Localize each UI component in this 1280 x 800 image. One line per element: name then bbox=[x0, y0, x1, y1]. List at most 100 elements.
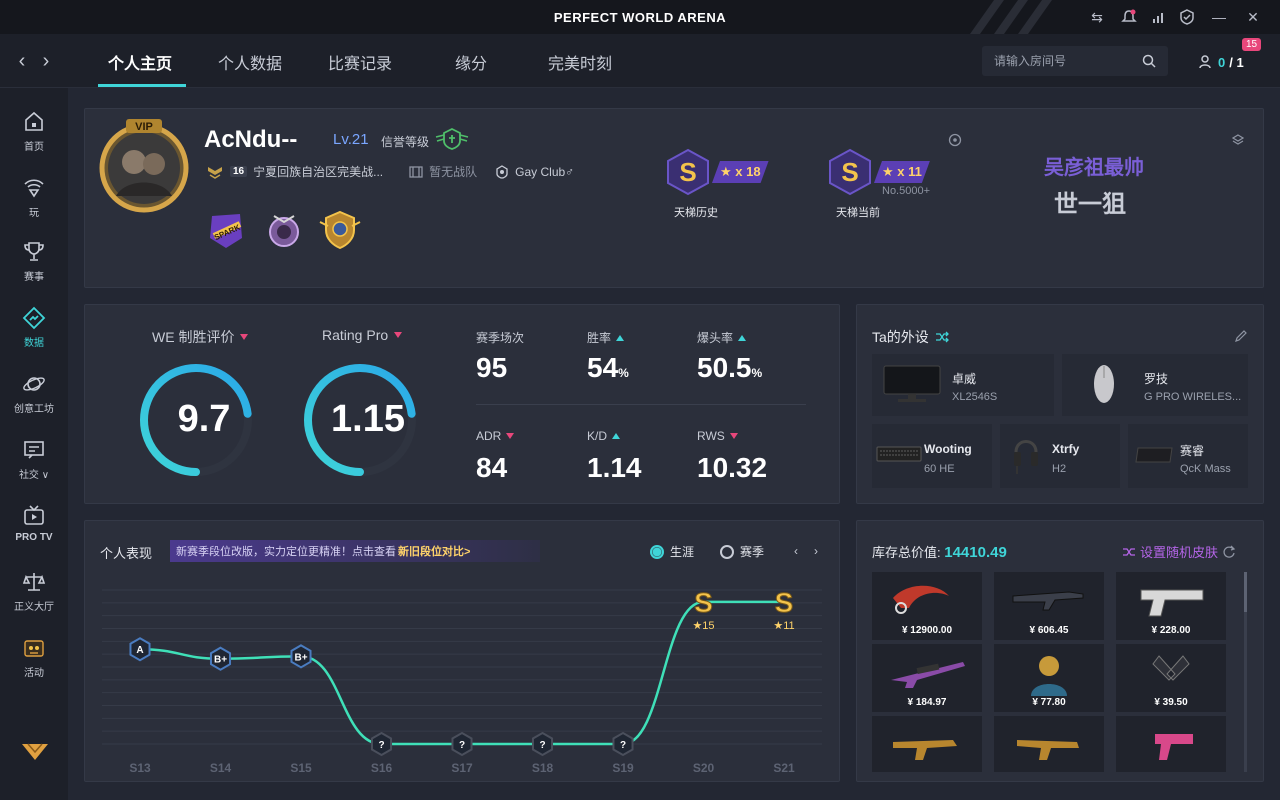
sidebar-item-workshop[interactable]: 创意工坊 bbox=[0, 372, 68, 415]
svg-text:VIP: VIP bbox=[135, 121, 153, 133]
inventory-item[interactable]: ¥ 184.97 bbox=[872, 644, 982, 712]
win-rate-number: 54 bbox=[587, 352, 619, 383]
medal-shield-icon[interactable] bbox=[318, 208, 362, 252]
medal-spark-icon[interactable]: SPARK bbox=[204, 208, 248, 252]
peripheral-brand: 赛睿 bbox=[1180, 444, 1205, 458]
friends-counter[interactable]: 0 / 1 bbox=[1198, 54, 1244, 70]
bell-icon[interactable] bbox=[1118, 6, 1140, 28]
tab-affinity[interactable]: 缘分 bbox=[455, 56, 488, 73]
peripheral-brand: Wooting bbox=[924, 442, 972, 456]
inventory-item[interactable] bbox=[872, 716, 982, 772]
grade-marker[interactable]: B+ bbox=[209, 646, 232, 671]
peripheral-mouse[interactable]: 罗技 G PRO WIRELES... bbox=[1062, 354, 1248, 416]
sidebar-item-events-activity[interactable]: 活动 bbox=[0, 636, 68, 679]
pistol-icon bbox=[1155, 734, 1193, 760]
rank-compare-link[interactable]: 新旧段位对比> bbox=[398, 546, 471, 558]
data-icon bbox=[22, 306, 46, 330]
search-icon[interactable] bbox=[1142, 54, 1156, 68]
grade-marker[interactable]: ? bbox=[370, 731, 393, 757]
refresh-icon[interactable] bbox=[1222, 545, 1236, 559]
inventory-item[interactable]: ¥ 228.00 bbox=[1116, 572, 1226, 640]
inventory-item[interactable]: ¥ 606.45 bbox=[994, 572, 1104, 640]
peripheral-brand: 罗技 bbox=[1144, 372, 1169, 386]
peripheral-brand: 卓威 bbox=[952, 372, 977, 386]
tab-profile[interactable]: 个人主页 bbox=[108, 56, 173, 73]
grade-label: B+ bbox=[214, 655, 227, 666]
sidebar-item-protv[interactable]: PRO TV bbox=[0, 504, 68, 543]
grade-marker[interactable]: ? bbox=[451, 731, 473, 757]
grade-hexagon bbox=[290, 644, 312, 669]
grade-marker[interactable]: S ★15 bbox=[692, 586, 714, 632]
grade-marker[interactable]: S ★11 bbox=[773, 586, 794, 632]
peripheral-monitor[interactable]: 卓威 XL2546S bbox=[872, 354, 1054, 416]
settings-dot-icon[interactable] bbox=[948, 133, 962, 147]
sidebar-item-justice-hall[interactable]: 正义大厅 bbox=[0, 570, 68, 613]
tab-moments[interactable]: 完美时刻 bbox=[548, 56, 613, 73]
room-search-input[interactable] bbox=[982, 46, 1132, 76]
shuffle-icon bbox=[1123, 547, 1135, 556]
radio-season[interactable]: 赛季 bbox=[720, 543, 764, 560]
tab-personal-data[interactable]: 个人数据 bbox=[218, 56, 283, 73]
inventory-item[interactable]: ¥ 39.50 bbox=[1116, 644, 1226, 712]
sidebar-item-data[interactable]: 数据 bbox=[0, 306, 68, 349]
layers-icon[interactable] bbox=[1232, 134, 1244, 146]
ladder-current-label: 天梯当前 bbox=[836, 207, 880, 219]
rank-update-notice[interactable]: 新赛季段位改版，实力定位更精准！点击查看 新旧段位对比> bbox=[170, 540, 540, 562]
edit-icon[interactable] bbox=[1234, 329, 1248, 343]
grade-marker[interactable]: A bbox=[129, 637, 151, 662]
club-label[interactable]: Gay Club♂ bbox=[515, 164, 575, 179]
play-icon bbox=[24, 179, 44, 198]
inventory-item[interactable]: ¥ 12900.00 bbox=[872, 572, 982, 640]
close-icon[interactable]: ✕ bbox=[1247, 8, 1259, 25]
kd-value: 1.14 bbox=[587, 452, 642, 483]
grade-marker[interactable]: B+ bbox=[290, 644, 312, 669]
we-rating-value: 9.7 bbox=[177, 398, 231, 440]
grade-marker[interactable]: ? bbox=[612, 731, 634, 757]
we-rating-title: WE 制胜评价 bbox=[152, 329, 235, 345]
minimize-icon[interactable]: — bbox=[1212, 9, 1226, 25]
stat-title: ADR bbox=[476, 429, 502, 443]
rating-pro-title: Rating Pro bbox=[322, 327, 389, 343]
peripheral-keyboard[interactable]: Wooting 60 HE bbox=[872, 424, 992, 488]
smg-icon bbox=[893, 740, 957, 760]
chart-next-button[interactable]: › bbox=[814, 544, 818, 558]
grade-hexagon bbox=[129, 637, 151, 662]
grade-hexagon bbox=[370, 731, 393, 757]
radio-career[interactable]: 生涯 bbox=[650, 543, 694, 560]
social-icon bbox=[24, 441, 44, 459]
item-price: ¥ 77.80 bbox=[1032, 697, 1066, 708]
we-rating-gauge-arc bbox=[140, 364, 252, 476]
inventory-item[interactable]: ¥ 77.80 bbox=[994, 644, 1104, 712]
notification-badge: 15 bbox=[1242, 38, 1262, 51]
swap-icon[interactable]: ⇆ bbox=[1091, 8, 1103, 25]
avatar[interactable]: VIP bbox=[96, 116, 192, 218]
random-skin-button[interactable]: 设置随机皮肤 bbox=[1122, 542, 1236, 561]
sidebar-item-home[interactable]: 首页 bbox=[0, 110, 68, 153]
inventory-item[interactable] bbox=[1116, 716, 1226, 772]
season-matches-value: 95 bbox=[476, 352, 508, 383]
scrollbar-thumb[interactable] bbox=[1244, 572, 1247, 612]
medal-orb-icon[interactable] bbox=[262, 208, 306, 252]
signal-icon bbox=[1148, 6, 1170, 28]
forward-arrow-icon[interactable]: › bbox=[42, 50, 50, 72]
dualies-icon bbox=[1152, 655, 1190, 681]
tab-match-history[interactable]: 比赛记录 bbox=[328, 56, 393, 73]
chart-prev-button[interactable]: ‹ bbox=[794, 544, 798, 558]
sidebar-item-social[interactable]: 社交 ∨ bbox=[0, 438, 68, 481]
back-arrow-icon[interactable]: ‹ bbox=[18, 50, 26, 72]
shield-check-icon[interactable] bbox=[1176, 6, 1198, 28]
inventory-scrollbar[interactable] bbox=[1244, 572, 1247, 772]
sidebar-item-play[interactable]: 玩 bbox=[0, 176, 68, 219]
sidebar-item-label: 首页 bbox=[24, 142, 44, 153]
sniper-icon bbox=[891, 662, 965, 688]
peripheral-mousepad[interactable]: 赛睿 QcK Mass bbox=[1128, 424, 1248, 488]
peripheral-headset[interactable]: Xtrfy H2 bbox=[1000, 424, 1120, 488]
sidebar-item-events[interactable]: 赛事 bbox=[0, 240, 68, 283]
headshot-number: 50.5 bbox=[697, 352, 752, 383]
inventory-item[interactable] bbox=[994, 716, 1104, 772]
friends-total: / 1 bbox=[1229, 54, 1244, 70]
rifle-icon bbox=[1012, 591, 1084, 611]
performance-title: 个人表现 bbox=[100, 546, 153, 561]
region-label[interactable]: 宁夏回族自治区完美战... bbox=[253, 165, 384, 179]
grade-marker[interactable]: ? bbox=[531, 731, 554, 757]
